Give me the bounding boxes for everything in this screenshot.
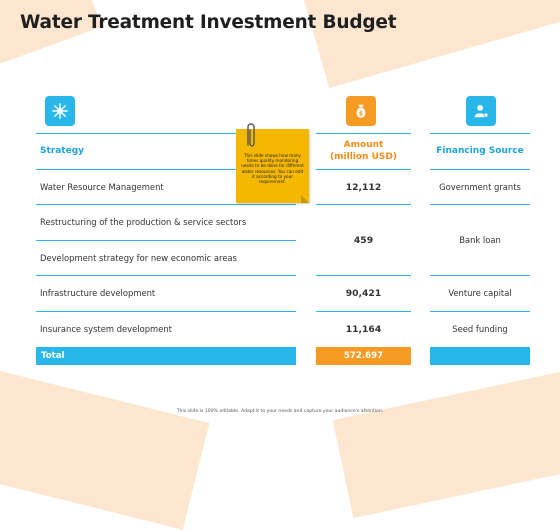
sticky-note-text: This slide shows how many times quality …: [241, 153, 304, 185]
table-divider: [316, 204, 411, 205]
financing-cell: Seed funding: [452, 324, 508, 334]
table-divider: [316, 275, 411, 276]
amount-header-line1: Amount: [343, 140, 384, 150]
financing-column-icon: [466, 96, 496, 126]
table-divider: [36, 204, 296, 205]
amount-cell: 459: [353, 235, 374, 246]
amount-header-line2: (million USD): [330, 152, 397, 162]
strategy-column-icon: [45, 96, 75, 126]
table-divider: [316, 133, 411, 134]
corner-decoration-bottom-right: [332, 361, 560, 519]
strategy-cell: Infrastructure development: [40, 288, 156, 298]
table-divider: [430, 169, 530, 170]
table-divider: [36, 311, 296, 312]
snowflake-icon: [52, 103, 68, 119]
total-label: Total: [41, 351, 65, 361]
sticky-note-fold: [301, 195, 309, 203]
amount-cell: 90,421: [345, 288, 382, 299]
total-amount-bar: [316, 347, 411, 365]
strategy-cell: Insurance system development: [40, 324, 172, 334]
footer-note: This slide is 100% editable. Adapt it to…: [176, 409, 384, 414]
strategy-cell: Water Resource Management: [40, 182, 164, 192]
strategy-cell: Restructuring of the production & servic…: [40, 217, 247, 227]
table-divider: [316, 169, 411, 170]
financing-cell: Bank loan: [459, 235, 501, 245]
table-divider: [36, 133, 296, 134]
corner-decoration-bottom-left: [0, 360, 210, 530]
total-amount: 572.697: [343, 351, 384, 361]
amount-column-icon: $: [346, 96, 376, 126]
paperclip-icon: [247, 123, 255, 147]
table-divider: [36, 240, 296, 241]
total-source-bar: [430, 347, 530, 365]
total-row-bar: [36, 347, 296, 365]
strategy-header: Strategy: [40, 146, 85, 156]
corner-decoration-top-left: [0, 0, 102, 68]
financing-cell: Government grants: [439, 182, 521, 192]
person-icon: [474, 104, 489, 118]
table-divider: [316, 311, 411, 312]
table-divider: [430, 311, 530, 312]
strategy-cell: Development strategy for new economic ar…: [40, 253, 237, 263]
money-bag-icon: $: [356, 104, 366, 118]
financing-header: Financing Source: [436, 146, 524, 156]
svg-text:$: $: [359, 111, 363, 118]
amount-cell: 11,164: [345, 324, 382, 335]
table-divider: [430, 204, 530, 205]
table-divider: [430, 133, 530, 134]
financing-cell: Venture capital: [448, 288, 512, 298]
page-title: Water Treatment Investment Budget: [20, 12, 397, 33]
table-divider: [36, 169, 296, 170]
amount-cell: 12,112: [345, 182, 382, 193]
table-divider: [36, 275, 296, 276]
table-divider: [430, 275, 530, 276]
